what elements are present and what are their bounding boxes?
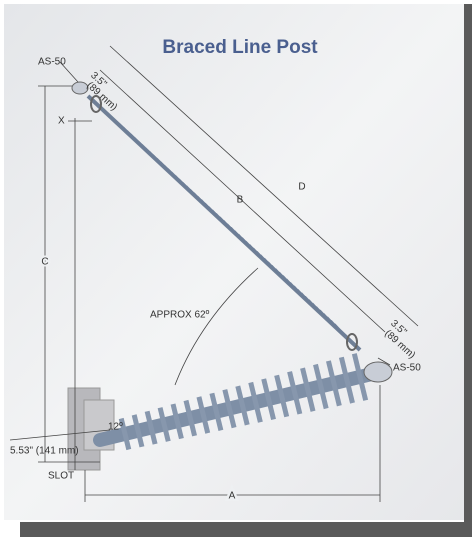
diagram: Braced Line Post AS-50 3.5" (89 mm) X B …	[0, 0, 472, 537]
label-a: A	[229, 491, 236, 502]
label-x: X	[58, 116, 65, 127]
label-offset: 5.53" (141 mm)	[10, 446, 79, 457]
title: Braced Line Post	[162, 37, 318, 58]
label-as50: AS-50	[38, 57, 66, 68]
end-clamp	[364, 362, 392, 382]
label-c: C	[41, 257, 48, 268]
label-slot: SLOT	[48, 471, 74, 482]
label-d: D	[298, 182, 305, 193]
label-b: B	[237, 195, 244, 206]
bottom-shadow	[20, 522, 472, 537]
label-tilt: 12º	[108, 422, 123, 433]
edge-shadow	[464, 4, 472, 537]
label-angle: APPROX 62º	[150, 310, 210, 321]
label-as50: AS-50	[393, 363, 421, 374]
